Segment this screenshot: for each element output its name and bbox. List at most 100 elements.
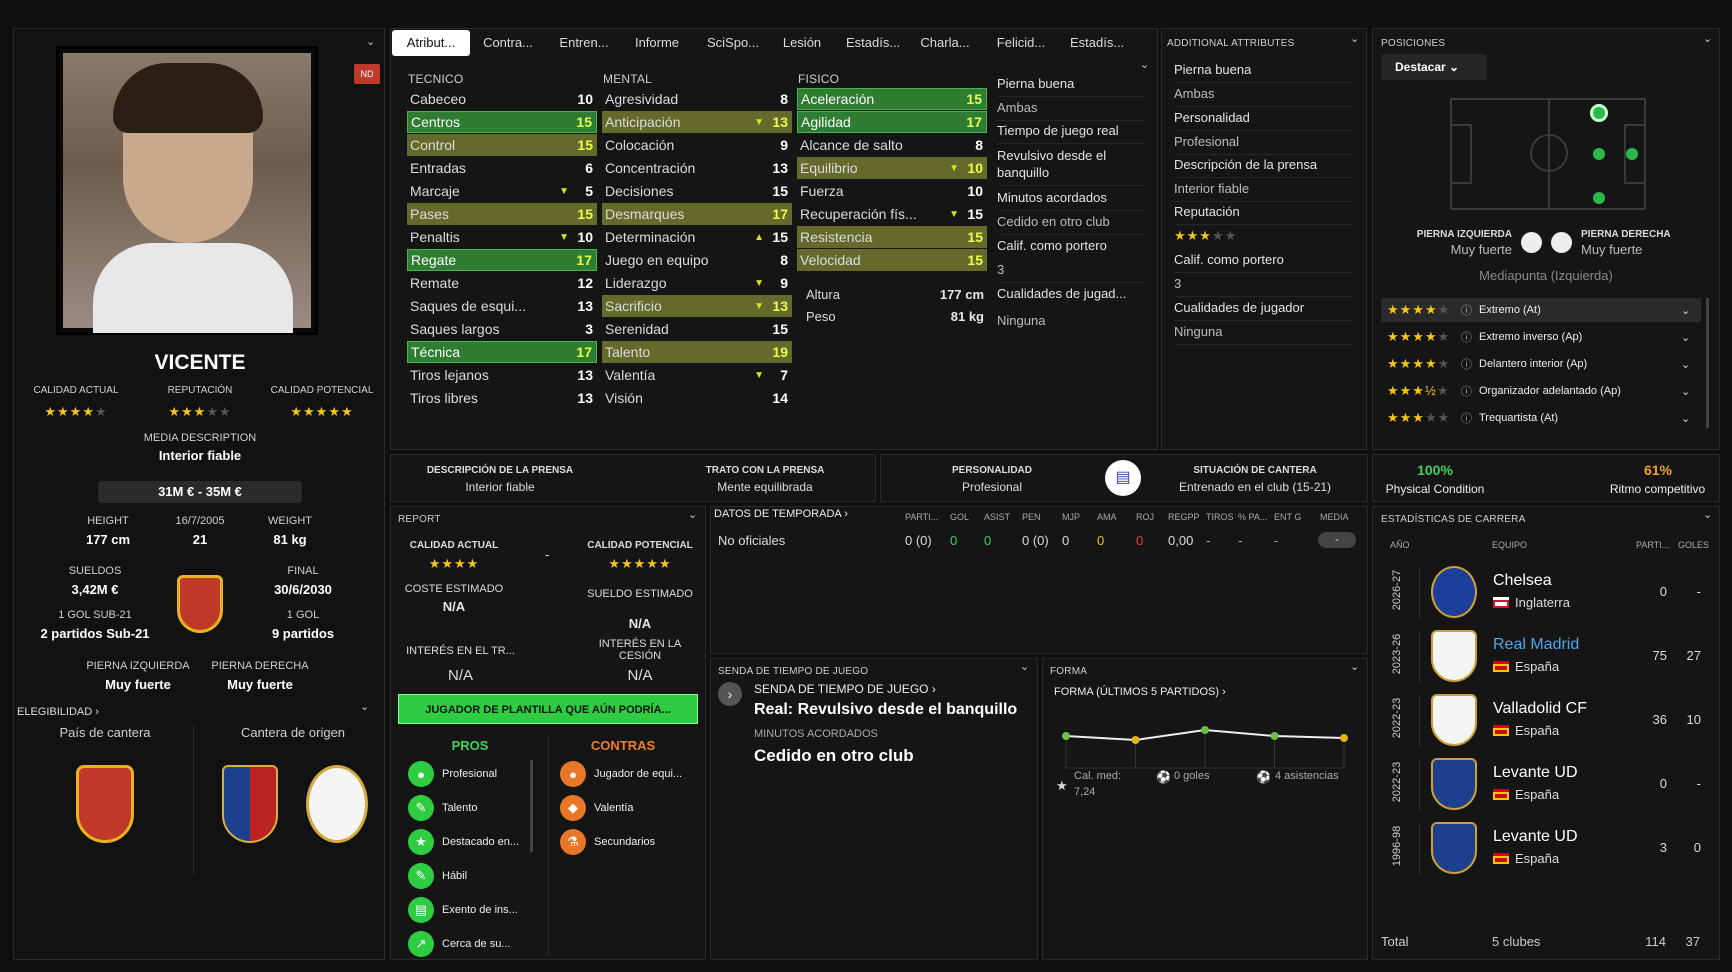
- attr-mental-row[interactable]: Valentía ▼ 7: [602, 364, 792, 386]
- career-header-goals[interactable]: GOLES: [1678, 540, 1710, 550]
- attr-fisico-row[interactable]: Equilibrio ▼ 10: [797, 157, 987, 179]
- pro-item[interactable]: ↗ Cerca de su...: [408, 931, 510, 957]
- attr-fisico-row[interactable]: Resistencia 15: [797, 226, 987, 248]
- info-icon[interactable]: ⓘ: [1461, 413, 1472, 425]
- chevron-down-icon[interactable]: ⌄: [1140, 59, 1150, 71]
- info-icon[interactable]: ⓘ: [1461, 305, 1472, 317]
- role-row[interactable]: ★★★★★ ⓘ Extremo inverso (Ap) ⌄: [1381, 325, 1701, 349]
- attr-tecnico-row[interactable]: Control 15: [407, 134, 597, 156]
- attr-tecnico-row[interactable]: Cabeceo 10: [407, 88, 597, 110]
- attr-mental-row[interactable]: Concentración 13: [602, 157, 792, 179]
- career-row[interactable]: 2022-23 Levante UD España 0 -: [1381, 754, 1711, 816]
- season-title[interactable]: DATOS DE TEMPORADA ›: [714, 508, 848, 520]
- chevron-down-icon[interactable]: ⌄: [1681, 358, 1691, 371]
- pro-item[interactable]: ★ Destacado en...: [408, 829, 519, 855]
- chevron-down-icon[interactable]: ⌄: [688, 509, 698, 521]
- career-header-apps[interactable]: PARTI...: [1636, 540, 1670, 550]
- squad-player-banner[interactable]: JUGADOR DE PLANTILLA QUE AÚN PODRÍA...: [398, 694, 698, 724]
- chevron-down-icon[interactable]: ⌄: [366, 36, 376, 48]
- national-team-crest[interactable]: [177, 575, 223, 633]
- role-row[interactable]: ★★★★★ ⓘ Delantero interior (Ap) ⌄: [1381, 352, 1701, 376]
- roles-scrollbar[interactable]: [1706, 298, 1709, 428]
- attr-mental-row[interactable]: Serenidad 15: [602, 318, 792, 340]
- attr-tecnico-row[interactable]: Tiros libres 13: [407, 387, 597, 409]
- tab-7[interactable]: Charla...: [920, 35, 970, 50]
- club-name[interactable]: Levante UD: [1493, 764, 1578, 781]
- attr-tecnico-row[interactable]: Penaltis ▼ 10: [407, 226, 597, 248]
- pro-item[interactable]: ✎ Talento: [408, 795, 477, 821]
- attr-fisico-row[interactable]: Alcance de salto 8: [797, 134, 987, 156]
- info-icon[interactable]: ⓘ: [1461, 386, 1472, 398]
- position-dot-aml[interactable]: [1590, 104, 1608, 122]
- career-row[interactable]: 2026-27 Chelsea Inglaterra 0 -: [1381, 562, 1711, 624]
- career-row[interactable]: 2023-26 Real Madrid España 75 27: [1381, 626, 1711, 688]
- club-name[interactable]: Levante UD: [1493, 828, 1578, 845]
- attr-tecnico-row[interactable]: Centros 15: [407, 111, 597, 133]
- tab-6[interactable]: Estadís...: [846, 35, 901, 50]
- club-crest[interactable]: [1431, 758, 1477, 810]
- season-header[interactable]: ASIST: [984, 512, 1011, 522]
- chevron-down-icon[interactable]: ⌄: [1681, 412, 1691, 425]
- position-dot-amr[interactable]: [1593, 192, 1605, 204]
- attr-mental-row[interactable]: Juego en equipo 8: [602, 249, 792, 271]
- real-madrid-crest[interactable]: [306, 765, 368, 843]
- document-icon[interactable]: ▤: [1105, 460, 1141, 496]
- con-item[interactable]: ⚗ Secundarios: [560, 829, 655, 855]
- season-header[interactable]: PEN: [1022, 512, 1041, 522]
- attr-mental-row[interactable]: Determinación ▲ 15: [602, 226, 792, 248]
- attr-tecnico-row[interactable]: Tiros lejanos 13: [407, 364, 597, 386]
- season-header[interactable]: ROJ: [1136, 512, 1154, 522]
- attr-mental-row[interactable]: Visión 14: [602, 387, 792, 409]
- club-name[interactable]: Real Madrid: [1493, 636, 1580, 653]
- chevron-down-icon[interactable]: ⌄: [1020, 661, 1030, 673]
- tab-0[interactable]: Atribut...: [392, 30, 470, 56]
- form-point[interactable]: [1201, 726, 1209, 734]
- chevron-down-icon[interactable]: ⌄: [1350, 33, 1360, 45]
- tab-1[interactable]: Contra...: [483, 35, 533, 50]
- attr-fisico-row[interactable]: Velocidad 15: [797, 249, 987, 271]
- position-dot-st[interactable]: [1626, 148, 1638, 160]
- season-header[interactable]: TIROS: [1206, 512, 1234, 522]
- career-header-year[interactable]: AÑO: [1390, 540, 1410, 550]
- club-name[interactable]: Valladolid CF: [1493, 700, 1587, 717]
- role-row[interactable]: ★★★½★ ⓘ Organizador adelantado (Ap) ⌄: [1381, 379, 1701, 403]
- playtime-sub[interactable]: SENDA DE TIEMPO DE JUEGO ›: [754, 682, 936, 696]
- season-header[interactable]: ENT G: [1274, 512, 1302, 522]
- tab-4[interactable]: SciSpo...: [706, 35, 760, 50]
- attr-mental-row[interactable]: Colocación 9: [602, 134, 792, 156]
- club-crest[interactable]: [1431, 566, 1477, 618]
- pro-item[interactable]: ● Profesional: [408, 761, 497, 787]
- club-crest[interactable]: [1431, 822, 1477, 874]
- attr-tecnico-row[interactable]: Pases 15: [407, 203, 597, 225]
- season-header[interactable]: % PA...: [1238, 512, 1268, 522]
- form-point[interactable]: [1062, 732, 1070, 740]
- pro-item[interactable]: ▤ Exento de ins...: [408, 897, 518, 923]
- con-item[interactable]: ◆ Valentía: [560, 795, 634, 821]
- eligibility-header[interactable]: ELEGIBILIDAD ›: [17, 706, 99, 718]
- attr-mental-row[interactable]: Liderazgo ▼ 9: [602, 272, 792, 294]
- pro-item[interactable]: ✎ Hábil: [408, 863, 467, 889]
- attr-tecnico-row[interactable]: Saques de esqui... 13: [407, 295, 597, 317]
- form-point[interactable]: [1131, 736, 1140, 744]
- tab-9[interactable]: Estadís...: [1070, 35, 1125, 50]
- attr-fisico-row[interactable]: Fuerza 10: [797, 180, 987, 202]
- highlight-dropdown[interactable]: Destacar ⌄: [1381, 54, 1487, 80]
- tab-5[interactable]: Lesión: [782, 35, 822, 50]
- club-crest[interactable]: [1431, 694, 1477, 746]
- player-value[interactable]: 31M € - 35M €: [98, 481, 302, 503]
- season-header[interactable]: PARTI...: [905, 512, 939, 522]
- attr-mental-row[interactable]: Anticipación ▼ 13: [602, 111, 792, 133]
- con-item[interactable]: ● Jugador de equi...: [560, 761, 682, 787]
- tab-3[interactable]: Informe: [634, 35, 680, 50]
- chevron-down-icon[interactable]: ⌄: [1681, 331, 1691, 344]
- attr-fisico-row[interactable]: Agilidad 17: [797, 111, 987, 133]
- info-icon[interactable]: ⓘ: [1461, 359, 1472, 371]
- season-header[interactable]: AMA: [1097, 512, 1117, 522]
- position-dot-amc[interactable]: [1593, 148, 1605, 160]
- chevron-down-icon[interactable]: ⌄: [1703, 33, 1713, 45]
- attr-tecnico-row[interactable]: Marcaje ▼ 5: [407, 180, 597, 202]
- attr-mental-row[interactable]: Agresividad 8: [602, 88, 792, 110]
- attr-fisico-row[interactable]: Recuperación fís... ▼ 15: [797, 203, 987, 225]
- career-header-team[interactable]: EQUIPO: [1492, 540, 1528, 550]
- pros-scrollbar[interactable]: [530, 760, 533, 852]
